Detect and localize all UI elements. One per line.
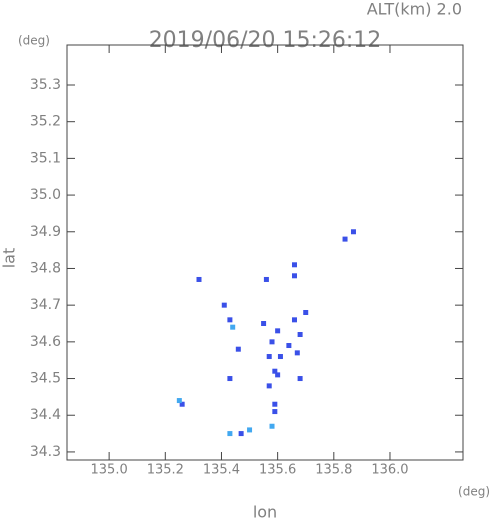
echo — [227, 317, 233, 323]
x-axis-label: lon — [253, 503, 277, 521]
echo — [272, 368, 278, 374]
y-unit: (deg) — [18, 34, 50, 48]
echo — [342, 236, 348, 242]
y-tick-label: 34.4 — [30, 407, 61, 423]
x-tick-label: 135.0 — [91, 463, 128, 478]
echo — [261, 321, 267, 327]
echo — [238, 431, 244, 437]
echo — [291, 262, 297, 268]
echo — [176, 398, 182, 404]
y-tick-label: 35.3 — [30, 77, 61, 93]
echo — [303, 309, 309, 315]
echo — [297, 332, 303, 338]
echo — [277, 354, 283, 360]
chart-title: 2019/06/20 15:26:12 — [149, 28, 382, 53]
y-tick-label: 35.2 — [30, 114, 61, 130]
y-axis-label: lat — [0, 248, 19, 269]
echo — [272, 401, 278, 407]
echo — [286, 343, 292, 349]
subtitle: ALT(km) 2.0 — [367, 0, 462, 19]
echo — [294, 350, 300, 356]
echo — [297, 376, 303, 382]
echo — [247, 427, 253, 433]
y-tick-label: 34.3 — [30, 444, 61, 460]
x-tick-label: 136.0 — [371, 463, 408, 478]
echo — [266, 354, 272, 360]
y-tick-label: 34.8 — [30, 260, 61, 276]
echo — [291, 273, 297, 279]
echo — [227, 431, 233, 437]
echo — [272, 409, 278, 415]
y-tick-label: 34.7 — [30, 297, 61, 313]
echo — [269, 339, 275, 345]
echo — [275, 328, 281, 334]
echo — [350, 229, 356, 235]
y-tick-label: 34.6 — [30, 334, 61, 350]
y-tick-label: 34.5 — [30, 371, 61, 387]
x-tick-label: 135.2 — [147, 463, 184, 478]
echo — [291, 317, 297, 323]
plot-frame — [66, 44, 464, 461]
echo — [227, 376, 233, 382]
echo — [263, 276, 269, 282]
echo — [221, 302, 227, 308]
y-tick-label: 35.0 — [30, 187, 61, 203]
echo — [196, 276, 202, 282]
echo — [230, 324, 236, 330]
x-tick-label: 135.6 — [259, 463, 296, 478]
y-tick-label: 34.9 — [30, 224, 61, 240]
echo — [235, 346, 241, 352]
echo — [179, 401, 185, 407]
echo — [269, 423, 275, 429]
echo — [266, 383, 272, 389]
echo — [275, 372, 281, 378]
x-tick-label: 135.8 — [315, 463, 352, 478]
y-tick-label: 35.1 — [30, 150, 61, 166]
x-tick-label: 135.4 — [203, 463, 240, 478]
x-unit: (deg) — [458, 485, 490, 499]
